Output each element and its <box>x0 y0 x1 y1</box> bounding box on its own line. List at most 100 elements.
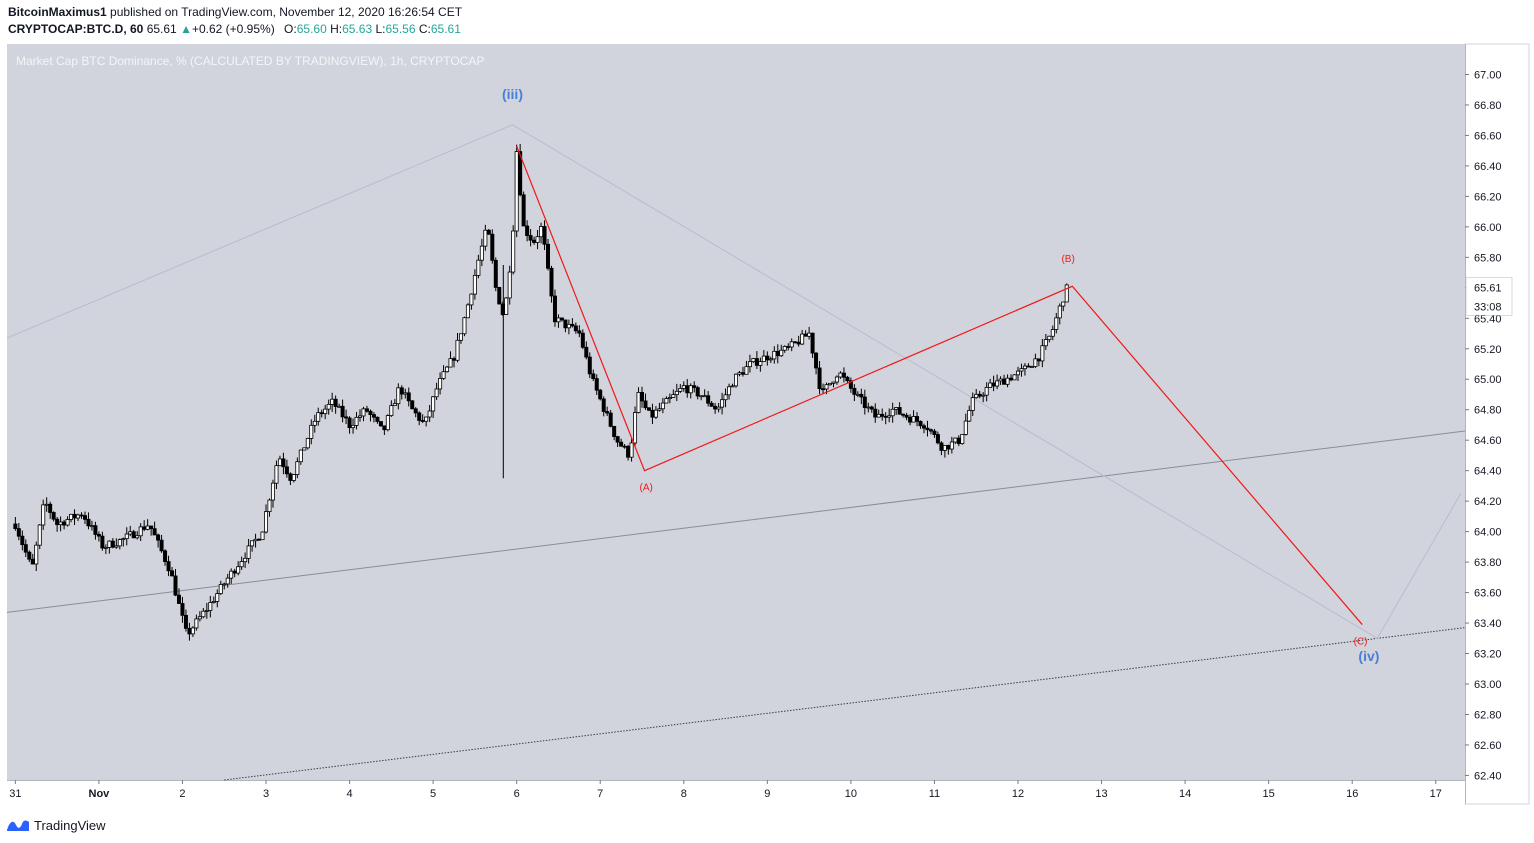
candle <box>901 413 906 418</box>
candle-body-down <box>371 414 376 418</box>
candle <box>873 403 878 423</box>
candle <box>1064 283 1069 303</box>
candle-body-up <box>190 627 195 635</box>
candle <box>93 521 98 540</box>
candle <box>960 434 965 445</box>
candle-body-down <box>399 387 404 395</box>
publication-header: BitcoinMaximus1 published on TradingView… <box>8 4 462 20</box>
candle-body-up <box>462 317 467 335</box>
candle-body-up <box>211 601 216 603</box>
candle-body-down <box>131 531 136 539</box>
candle <box>479 238 484 267</box>
x-tick-label: 13 <box>1095 788 1107 800</box>
candle <box>194 614 199 631</box>
price-change: +0.62 (+0.95%) <box>191 22 275 36</box>
candle-body-down <box>93 525 98 535</box>
y-tick-label: 65.20 <box>1474 344 1502 356</box>
candle-body-up <box>229 570 234 579</box>
y-axis-panel[interactable] <box>1464 43 1530 805</box>
candle-body-up <box>734 373 739 387</box>
candle-body-down <box>577 330 582 334</box>
candle-body-down <box>340 405 345 418</box>
candle-body-up <box>1012 374 1017 381</box>
candle <box>817 361 822 395</box>
candle-body-up <box>330 398 335 405</box>
candle <box>246 538 251 564</box>
candle-body-up <box>761 355 766 362</box>
candle-body-down <box>410 400 415 410</box>
candle <box>305 437 310 450</box>
candle-body-up <box>1050 329 1055 337</box>
candle <box>260 531 265 541</box>
candle-body-up <box>243 557 248 563</box>
x-tick-label: 16 <box>1346 788 1358 800</box>
candle-body-down <box>166 561 171 572</box>
candle <box>730 383 735 388</box>
candle <box>163 549 168 566</box>
author-name[interactable]: BitcoinMaximus1 <box>8 5 107 19</box>
candle-body-up <box>277 458 282 467</box>
candle <box>417 411 422 426</box>
candle-body-up <box>34 544 39 565</box>
candle-body-down <box>142 526 147 530</box>
candle-body-down <box>13 523 18 529</box>
change-up-icon: ▲ <box>180 22 192 36</box>
candle <box>1050 325 1055 341</box>
plot-area[interactable] <box>7 44 1465 780</box>
candle-body-down <box>490 233 495 261</box>
candle-body-down <box>848 380 853 389</box>
candle-body-up <box>1057 305 1062 319</box>
candle <box>1054 312 1059 334</box>
candle-body-down <box>740 372 745 375</box>
candle-body-up <box>507 271 512 299</box>
candle-body-down <box>563 319 568 329</box>
candle <box>633 406 638 447</box>
candle-body-down <box>559 317 564 321</box>
candle <box>149 525 154 536</box>
candle-body-down <box>55 518 60 526</box>
y-tick-label: 66.40 <box>1474 161 1502 173</box>
candle-body-down <box>364 408 369 412</box>
candle-body-up <box>392 403 397 407</box>
candle-body-up <box>469 293 474 306</box>
candle-body-up <box>270 482 275 501</box>
candle <box>323 404 328 420</box>
candle <box>619 438 624 447</box>
candle <box>518 143 523 197</box>
candle-body-down <box>493 259 498 288</box>
symbol-label[interactable]: CRYPTOCAP:BTC.D, 60 <box>8 22 144 36</box>
candle-body-down <box>873 408 878 418</box>
candle-body-down <box>149 525 154 530</box>
candle-body-up <box>222 583 227 586</box>
candle <box>291 473 296 483</box>
candle-body-down <box>640 391 645 402</box>
candle <box>281 452 286 475</box>
candle <box>1012 374 1017 381</box>
candle-body-up <box>789 341 794 348</box>
candle-body-up <box>236 566 241 574</box>
candle <box>445 365 450 373</box>
candle-body-up <box>702 395 707 398</box>
candle-body-up <box>465 304 470 319</box>
tradingview-logo[interactable]: TradingView <box>6 815 106 835</box>
candle <box>225 573 230 588</box>
candle <box>640 386 645 408</box>
candle-body-down <box>546 243 551 269</box>
bar-countdown: 33:08 <box>1474 301 1502 313</box>
candle-body-down <box>601 398 606 412</box>
x-tick-label: 3 <box>263 788 269 800</box>
y-tick-label: 62.60 <box>1474 740 1502 752</box>
channel-line-2 <box>224 627 1466 781</box>
candle <box>159 534 164 553</box>
candle <box>250 540 255 552</box>
x-tick-label: 7 <box>597 788 603 800</box>
x-axis-panel[interactable] <box>7 780 1465 804</box>
y-tick-label: 66.20 <box>1474 191 1502 203</box>
last-price-value: 65.61 <box>1474 282 1502 294</box>
candle-body-up <box>274 465 279 484</box>
candle <box>82 511 87 525</box>
candle-body-up <box>295 461 300 475</box>
candle <box>312 414 317 433</box>
x-tick-label: 14 <box>1179 788 1191 800</box>
